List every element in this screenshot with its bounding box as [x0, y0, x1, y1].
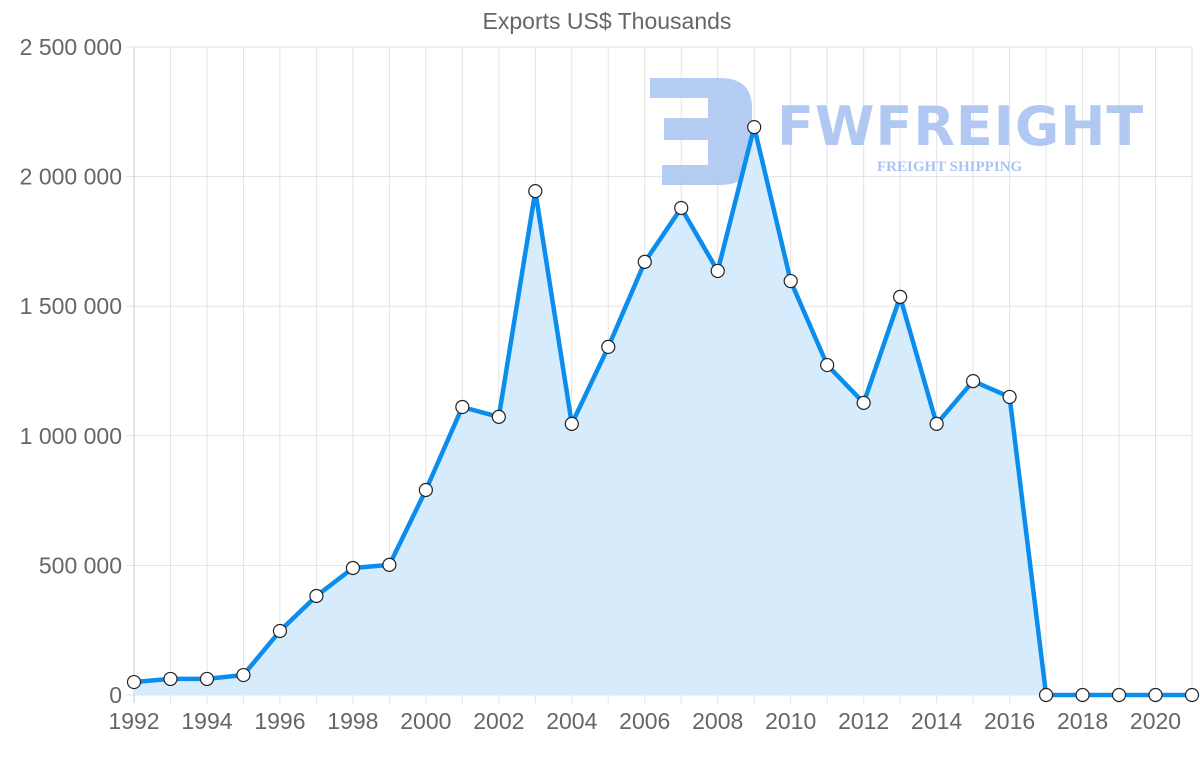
data-point[interactable] — [966, 374, 981, 389]
data-point[interactable] — [1075, 687, 1090, 703]
x-tick-label: 2016 — [984, 708, 1035, 734]
data-point[interactable] — [272, 623, 288, 639]
x-tick-label: 2020 — [1130, 708, 1181, 734]
x-tick-label: 1992 — [108, 708, 159, 734]
y-axis-labels: 0 500 000 1 000 000 1 500 000 2 000 000 2 500… — [20, 34, 122, 708]
x-tick-label: 2012 — [838, 708, 889, 734]
data-point[interactable] — [418, 482, 433, 498]
data-point[interactable] — [637, 254, 652, 269]
x-tick-label: 2018 — [1057, 708, 1108, 734]
data-point[interactable] — [199, 671, 215, 687]
x-tick-label: 1996 — [254, 708, 305, 734]
data-point[interactable] — [163, 671, 178, 687]
x-tick-label: 2000 — [400, 708, 451, 734]
y-tick-label: 1 000 000 — [20, 423, 122, 449]
data-line — [133, 124, 1192, 698]
x-tick-label: 2010 — [765, 708, 816, 734]
x-tick-label: 2002 — [473, 708, 524, 734]
data-point[interactable] — [1148, 687, 1163, 703]
data-point[interactable] — [710, 263, 725, 279]
x-tick-label: 1994 — [181, 708, 232, 734]
data-point[interactable] — [893, 289, 908, 304]
y-tick-label: 2 500 000 — [20, 34, 122, 60]
data-point[interactable] — [674, 200, 689, 216]
x-tick-label: 2006 — [619, 708, 670, 734]
data-point[interactable] — [747, 119, 762, 135]
x-tick-label: 2014 — [911, 708, 962, 734]
y-tick-label: 1 500 000 — [20, 293, 122, 319]
x-axis-labels: 1992 1994 1996 1998 2000 2002 2004 2006 2008 2010… — [108, 708, 1181, 734]
data-point[interactable] — [564, 416, 579, 431]
area-fill — [134, 127, 1192, 696]
y-tick-label: 0 — [109, 682, 122, 708]
data-point[interactable] — [309, 588, 324, 604]
x-tick-label: 2008 — [692, 708, 743, 734]
x-tick-label: 2004 — [546, 708, 597, 734]
data-point[interactable] — [601, 339, 616, 354]
y-tick-label: 2 000 000 — [20, 164, 122, 190]
chart-title: Exports US$ Thousands — [482, 8, 732, 34]
x-tick-label: 1998 — [327, 708, 378, 734]
data-point[interactable] — [528, 184, 543, 199]
data-point[interactable] — [382, 557, 397, 572]
data-point[interactable] — [820, 357, 835, 373]
data-points — [126, 119, 1200, 703]
y-tick-label: 500 000 — [39, 552, 122, 578]
data-point[interactable] — [856, 395, 871, 410]
data-point[interactable] — [345, 560, 360, 576]
data-point[interactable] — [1111, 687, 1127, 703]
data-point[interactable] — [1038, 687, 1054, 703]
data-point[interactable] — [491, 409, 506, 424]
data-point[interactable] — [455, 399, 470, 415]
data-point[interactable] — [236, 667, 251, 683]
watermark-logo-icon — [650, 78, 752, 185]
data-point[interactable] — [1002, 389, 1017, 405]
data-point[interactable] — [126, 674, 142, 690]
data-point[interactable] — [1184, 687, 1200, 703]
data-point[interactable] — [929, 416, 944, 431]
data-point[interactable] — [783, 273, 798, 289]
